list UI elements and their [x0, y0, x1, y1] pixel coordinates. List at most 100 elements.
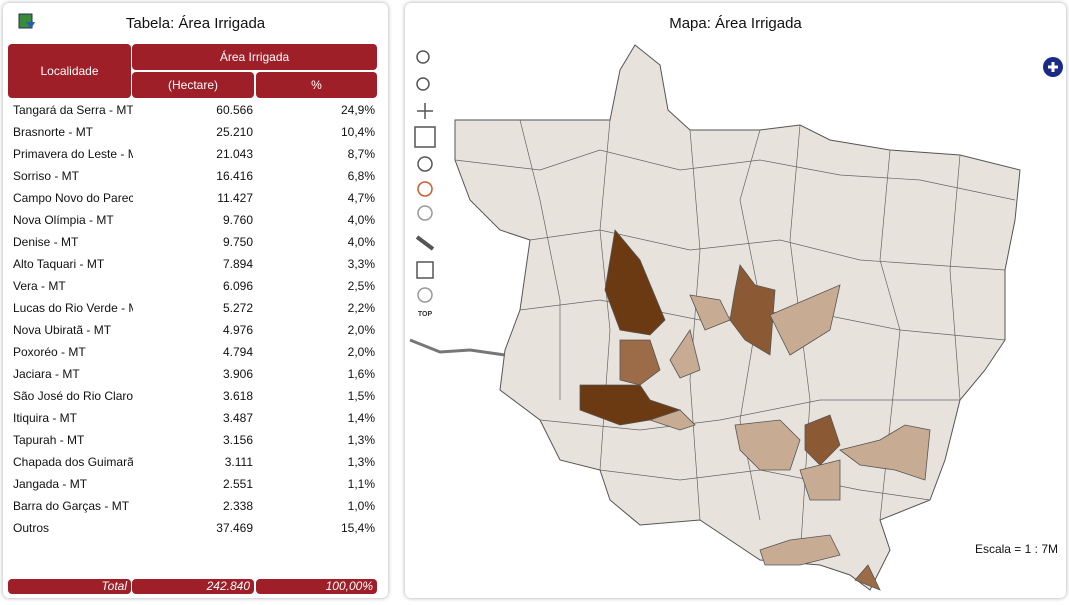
cell-percent: 1,0% [347, 499, 375, 513]
cell-hectare: 11.427 [217, 191, 253, 205]
region [604, 229, 666, 336]
cell-percent: 1,4% [347, 411, 375, 425]
cell-percent: 1,6% [347, 367, 375, 381]
table-title: Tabela: Área Irrigada [125, 15, 266, 32]
export-icon[interactable] [18, 13, 36, 31]
cell-percent: 24,9% [340, 103, 375, 117]
cell-locality: Lucas do Rio Verde - M [13, 301, 133, 315]
table-row: Tangará da Serra - MT 60.566 24,9% [11, 99, 381, 121]
cell-percent: 10,4% [340, 125, 375, 139]
cell-hectare: 3.618 [222, 389, 253, 403]
expand-button[interactable] [1043, 57, 1063, 77]
cell-hectare: 6.096 [222, 279, 253, 293]
cell-locality: Nova Ubiratã - MT [13, 323, 112, 337]
area-tool[interactable] [416, 261, 434, 279]
map: TOP Escala = 1 : 7M [409, 44, 1063, 591]
region [669, 329, 701, 379]
cell-locality: Denise - MT [13, 235, 79, 249]
info-tool[interactable] [414, 126, 436, 148]
region [648, 409, 696, 431]
table-row: Nova Ubiratã - MT 4.976 2,0% [11, 319, 381, 341]
cell-locality: Poxoréo - MT [13, 345, 86, 359]
table-row: Lucas do Rio Verde - M 5.272 2,2% [11, 297, 381, 319]
table-row: Sorriso - MT 16.416 6,8% [11, 165, 381, 187]
region [759, 534, 841, 566]
tool-label[interactable]: TOP [418, 311, 433, 318]
region [839, 424, 931, 481]
table-row: Jangada - MT 2.551 1,1% [11, 473, 381, 495]
cell-hectare: 3.906 [222, 367, 253, 381]
zoom-extent-tool[interactable] [417, 156, 433, 172]
table-row: Campo Novo do Parec 11.427 4,7% [11, 187, 381, 209]
cell-percent: 2,0% [347, 323, 375, 337]
cell-percent: 1,5% [347, 389, 375, 403]
scale-label: Escala = 1 : 7M [975, 542, 1058, 556]
cell-locality: Campo Novo do Parec [13, 191, 133, 205]
cell-locality: Outros [13, 521, 50, 535]
region [854, 564, 881, 591]
table-panel: Tabela: Área Irrigada Localidade Área Ir… [3, 3, 388, 598]
table-row: Denise - MT 9.750 4,0% [11, 231, 381, 253]
cell-hectare: 60.566 [216, 103, 253, 117]
header-cell: Localidade [8, 44, 131, 98]
region [619, 339, 661, 386]
cell-locality: Alto Taquari - MT [13, 257, 105, 271]
table-row: Poxoréo - MT 4.794 2,0% [11, 341, 381, 363]
cell-percent: 1,1% [347, 477, 375, 491]
table-row: Jaciara - MT 3.906 1,6% [11, 363, 381, 385]
cell-hectare: 3.111 [224, 455, 253, 469]
table-row: Outros 37.469 15,4% [11, 517, 381, 539]
region [729, 264, 776, 356]
cell-hectare: 9.760 [222, 213, 253, 227]
cell-locality: Itiquira - MT [13, 411, 78, 425]
table-row: Itiquira - MT 3.487 1,4% [11, 407, 381, 429]
cell-percent: 4,7% [347, 191, 375, 205]
cell-locality: Sorriso - MT [13, 169, 79, 183]
cell-hectare: 37.469 [216, 521, 253, 535]
cell-percent: 1,3% [347, 433, 375, 447]
zoom-in-tool[interactable] [416, 50, 430, 64]
cell-locality: Jangada - MT [13, 477, 88, 491]
table-row: Primavera do Leste - M 21.043 8,7% [11, 143, 381, 165]
region [689, 294, 731, 331]
cell-percent: 2,0% [347, 345, 375, 359]
measure-tool[interactable] [415, 235, 435, 251]
map-panel: Mapa: Área Irrigada [405, 3, 1066, 598]
cell-locality: Brasnorte - MT [13, 125, 94, 139]
table-row: São José do Rio Claro 3.618 1,5% [11, 385, 381, 407]
cell-locality: Tangará da Serra - MT [13, 103, 133, 117]
region [799, 459, 841, 501]
cell-hectare: 4.794 [222, 345, 253, 359]
pan-tool[interactable] [417, 103, 433, 119]
cell-hectare: 9.750 [222, 235, 253, 249]
cell-locality: Tapurah - MT [13, 433, 85, 447]
region [769, 284, 841, 356]
cell-hectare: 16.416 [216, 169, 253, 183]
table-row: Barra do Garças - MT 2.338 1,0% [11, 495, 381, 517]
cell-hectare: 4.976 [222, 323, 253, 337]
locate-tool[interactable] [417, 287, 433, 303]
table-row: Chapada dos Guimarã 3.111 1,3% [11, 451, 381, 473]
cell-hectare: 7.894 [222, 257, 253, 271]
cell-percent: 4,0% [347, 213, 375, 227]
region [804, 414, 841, 466]
cell-percent: 8,7% [347, 147, 375, 161]
cell-hectare: 25.210 [216, 125, 253, 139]
total-cell: 242.840 [132, 579, 254, 594]
cell-locality: Barra do Garças - MT [13, 499, 130, 513]
total-cell: 100,00% [256, 579, 377, 594]
region [734, 419, 801, 471]
cell-hectare: 3.156 [222, 433, 253, 447]
zoom-out-tool[interactable] [416, 77, 430, 91]
cell-hectare: 5.272 [222, 301, 253, 315]
cell-hectare: 2.338 [222, 499, 253, 513]
cell-locality: Vera - MT [13, 279, 66, 293]
cell-locality: São José do Rio Claro [13, 389, 133, 403]
header-cell: % [256, 72, 377, 98]
table-row: Brasnorte - MT 25.210 10,4% [11, 121, 381, 143]
search-tool[interactable] [417, 181, 433, 197]
table-row: Nova Olímpia - MT 9.760 4,0% [11, 209, 381, 231]
search-clear-tool[interactable] [417, 205, 433, 221]
cell-locality: Chapada dos Guimarã [13, 455, 133, 469]
